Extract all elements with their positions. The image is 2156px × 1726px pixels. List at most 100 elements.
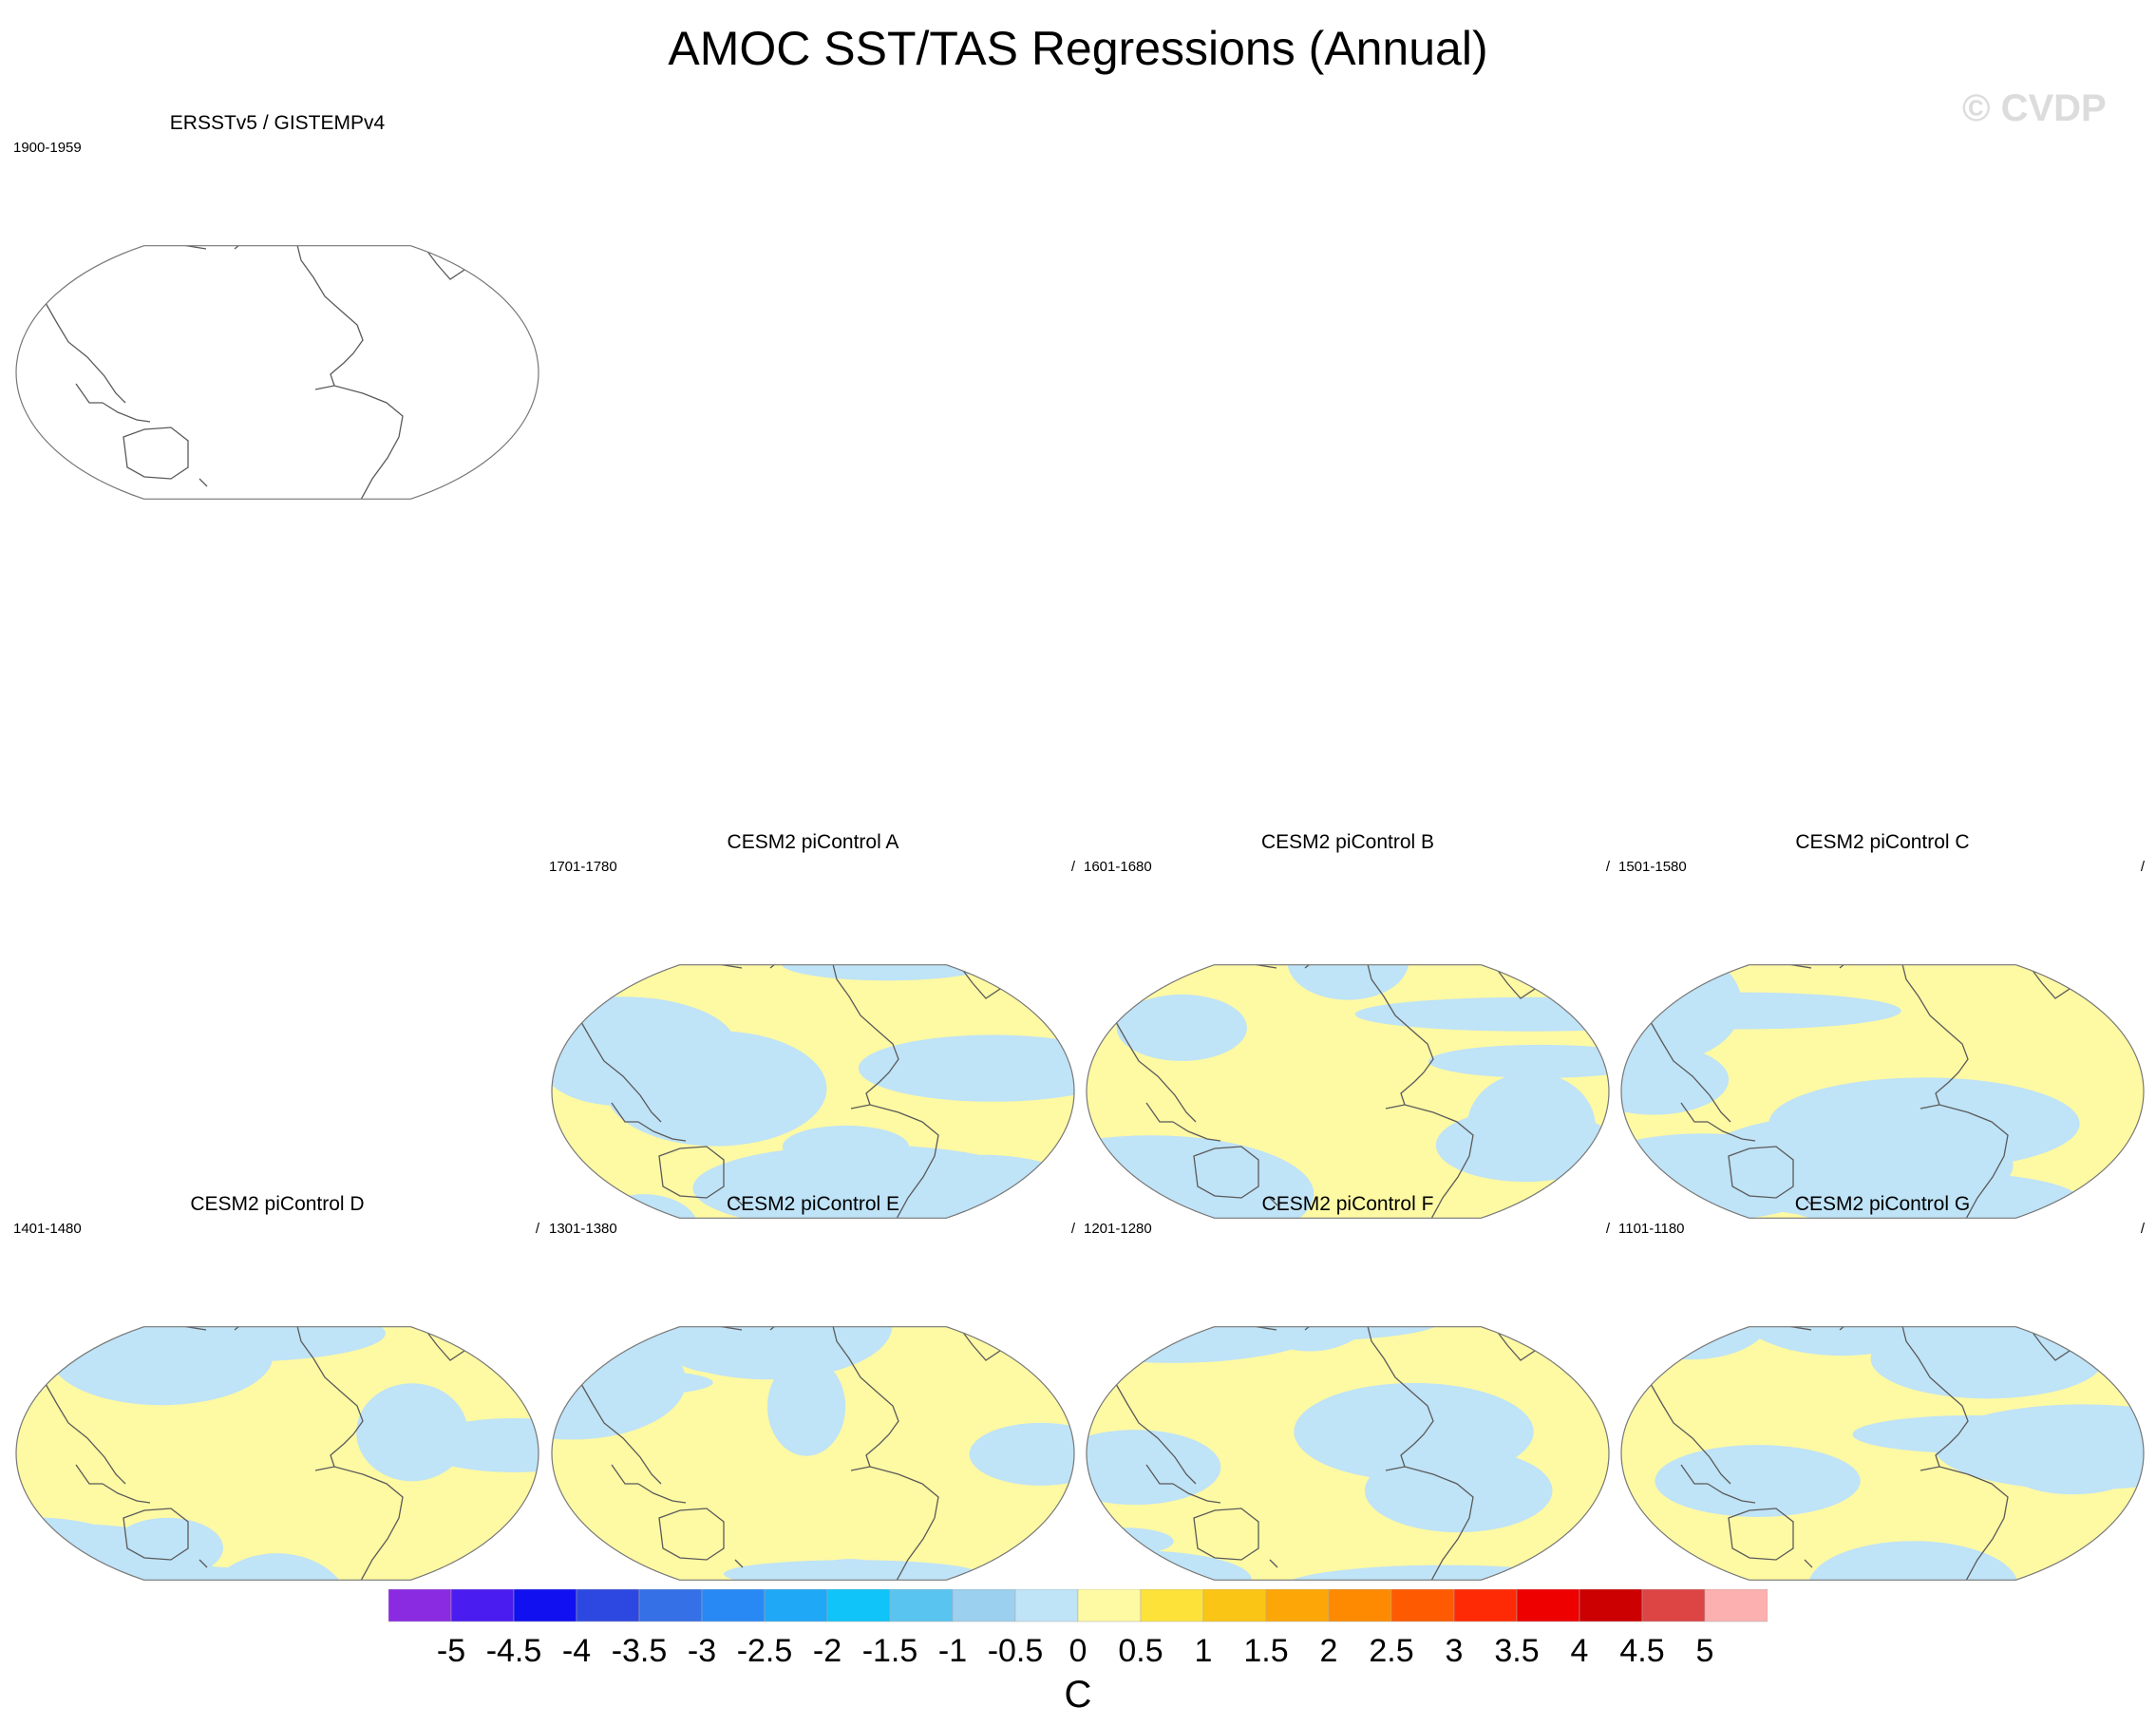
world-map — [551, 964, 1075, 1219]
negative-anomaly-region — [1086, 1550, 1253, 1581]
colorbar-swatch — [1077, 1589, 1142, 1622]
colorbar-tick-label: 0 — [1069, 1633, 1087, 1669]
colorbar-tick-label: 2 — [1320, 1633, 1338, 1669]
coastline — [611, 1464, 638, 1485]
coastline — [1680, 1102, 1708, 1123]
colorbar-tick-label: 2.5 — [1369, 1633, 1413, 1669]
world-map — [1086, 1326, 1610, 1581]
negative-anomaly-region — [1466, 1072, 1596, 1183]
coastline — [1304, 964, 1434, 1106]
coastline — [637, 1121, 687, 1142]
coastline — [102, 1483, 151, 1504]
coastline — [123, 1508, 189, 1561]
colorbar-tick-label: -0.5 — [988, 1633, 1044, 1669]
colorbar-tick-label: -1.5 — [862, 1633, 918, 1669]
coastline — [1269, 1197, 1278, 1206]
negative-anomaly-region — [1731, 1326, 1952, 1356]
negative-anomaly-region — [969, 1422, 1075, 1486]
coastline — [154, 553, 410, 564]
panel-period: 1701-1780 — [549, 859, 617, 875]
negative-anomaly-region — [858, 1034, 1075, 1102]
colorbar-swatch — [889, 1589, 954, 1622]
colorbar-swatch — [576, 1589, 640, 1622]
coastline — [1920, 1466, 2009, 1581]
coastline — [234, 245, 364, 387]
coastline — [637, 1483, 687, 1504]
world-map — [1086, 964, 1610, 1219]
coastline — [1646, 1376, 1731, 1485]
map-outline — [1620, 1326, 2145, 1581]
colorbar-tick-label: -4.5 — [486, 1633, 542, 1669]
panel-slash: / — [1070, 1221, 1075, 1237]
map-outline — [1086, 964, 1610, 1219]
world-map — [1620, 1326, 2145, 1645]
coastline — [577, 1015, 662, 1123]
colorbar-tick-label: 1 — [1195, 1633, 1213, 1669]
world-map — [551, 1326, 1075, 1581]
coastline — [1193, 1146, 1259, 1199]
colorbar-tick-label: -2.5 — [737, 1633, 793, 1669]
coastline — [1759, 1634, 2015, 1645]
coastline — [1172, 1483, 1221, 1504]
coastline — [1707, 1121, 1756, 1142]
coastline — [75, 383, 103, 404]
colorbar-swatch — [450, 1589, 515, 1622]
panel-title: CESM2 piControl E — [726, 1193, 900, 1215]
coastline — [1680, 1464, 1708, 1485]
coastline — [1646, 1015, 1731, 1123]
coastline — [850, 1466, 939, 1581]
colorbar-swatch — [1453, 1589, 1518, 1622]
coastline — [199, 1559, 208, 1568]
coastline — [1145, 1102, 1173, 1123]
colorbar-swatch — [638, 1589, 703, 1622]
panel-c: CESM2 piControl C 1501-1580 / — [1617, 831, 2148, 1325]
coastline — [234, 1326, 364, 1468]
colorbar-tick-label: -3 — [688, 1633, 716, 1669]
coastline — [658, 1146, 725, 1199]
colorbar-tick-label: 3 — [1446, 1633, 1464, 1669]
coastline — [102, 402, 151, 423]
coastline — [1728, 1146, 1794, 1199]
colorbar-swatch — [388, 1589, 452, 1622]
coastline — [1707, 1483, 1756, 1504]
panel-period: 1101-1180 — [1618, 1221, 1685, 1237]
coastline — [41, 1376, 126, 1485]
negative-anomaly-region — [1655, 1445, 1861, 1517]
coastline — [1193, 1508, 1259, 1561]
coastline — [314, 1466, 404, 1581]
negative-anomaly-region — [692, 1145, 1042, 1219]
coastline — [1804, 1197, 1813, 1206]
colorbar-tick-label: 4.5 — [1619, 1633, 1664, 1669]
map-outline — [551, 1326, 1075, 1581]
coastline — [577, 1376, 662, 1485]
coastline — [1111, 1015, 1197, 1123]
coastline — [1269, 1559, 1278, 1568]
panel-slash: / — [1605, 1221, 1610, 1237]
colorbar-swatch — [1140, 1589, 1204, 1622]
cvdp-watermark: © CVDP — [1962, 87, 2107, 129]
panel-period: 1201-1280 — [1084, 1221, 1152, 1237]
panel-slash: / — [2140, 859, 2145, 875]
coastline — [734, 1197, 744, 1206]
panel-slash: / — [535, 1221, 539, 1237]
world-map — [1620, 964, 2145, 1219]
panel-period: 1301-1380 — [549, 1221, 617, 1237]
negative-anomaly-region — [1354, 996, 1610, 1032]
panel-title: CESM2 piControl C — [1795, 831, 1970, 853]
colorbar-swatch — [701, 1589, 766, 1622]
negative-anomaly-region — [658, 1326, 786, 1374]
map-outline — [1086, 1326, 1610, 1581]
coastline — [1111, 1376, 1197, 1485]
panel-slash: / — [1070, 859, 1075, 875]
coastline — [1385, 1466, 1474, 1581]
negative-anomaly-region — [415, 1417, 539, 1472]
coastline — [850, 1104, 939, 1219]
coastline — [1920, 1104, 2009, 1219]
panel-period: 1601-1680 — [1084, 859, 1152, 875]
panel-g: CESM2 piControl G 1101-1180 / — [1617, 1193, 2148, 1687]
colorbar-swatch — [1579, 1589, 1643, 1622]
negative-anomaly-region — [1364, 1449, 1553, 1533]
coastline — [408, 245, 468, 280]
map-outline — [15, 245, 539, 500]
colorbar-swatch — [952, 1589, 1016, 1622]
